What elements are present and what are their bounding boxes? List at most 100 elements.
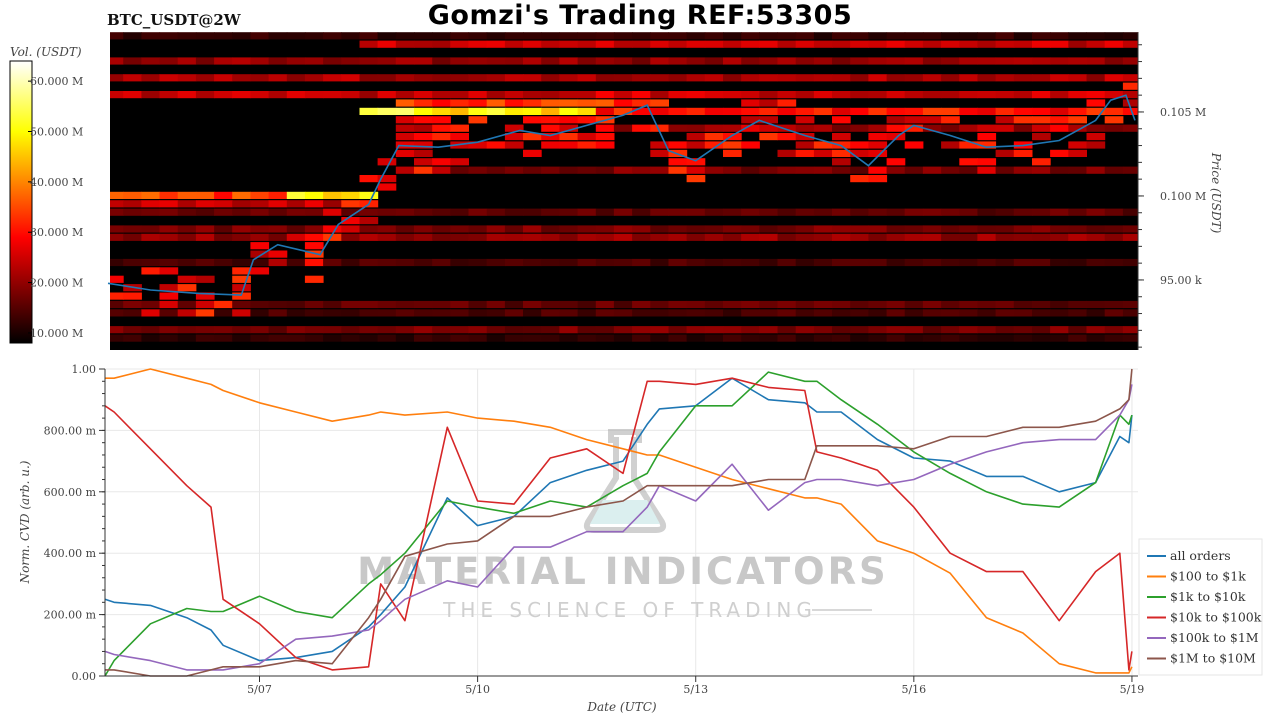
heatmap-cell <box>777 133 797 141</box>
heatmap-cell <box>686 166 706 174</box>
heatmap-cell <box>777 124 797 132</box>
heatmap-cell <box>977 166 997 174</box>
heatmap-cell <box>723 124 742 132</box>
heatmap-cell <box>1122 326 1139 334</box>
heatmap-cell <box>1050 300 1069 309</box>
heatmap-cell <box>850 91 869 99</box>
heatmap-cell <box>832 107 851 115</box>
heatmap-cell <box>195 32 215 40</box>
colorbar-label: Vol. (USDT) <box>10 45 82 59</box>
heatmap-cell <box>959 124 978 132</box>
heatmap-cell <box>414 107 433 115</box>
heatmap-cell <box>1068 141 1087 149</box>
heatmap-cell <box>941 233 960 241</box>
heatmap-cell <box>559 57 579 65</box>
heatmap-cell <box>341 32 360 40</box>
legend-entry: $1k to $10k <box>1170 589 1246 604</box>
heatmap-cell <box>395 74 415 82</box>
heatmap-cell <box>741 300 760 309</box>
heatmap-cell <box>468 300 488 309</box>
heatmap-cell <box>741 116 760 124</box>
heatmap-cell <box>613 258 633 267</box>
heatmap-cell <box>959 258 978 267</box>
heatmap-cell <box>432 91 451 99</box>
heatmap-cell <box>395 99 415 107</box>
heatmap-cell <box>486 233 506 241</box>
heatmap-cell <box>268 326 288 334</box>
heatmap-cell <box>286 57 306 65</box>
heatmap-cell <box>141 326 161 334</box>
heatmap-cell <box>304 91 324 99</box>
heatmap-cell <box>504 300 524 309</box>
heatmap-cell <box>868 124 888 132</box>
heatmap-cell <box>904 166 924 174</box>
heatmap-cell <box>759 116 778 124</box>
heatmap-cell <box>377 183 397 191</box>
heatmap-cell <box>432 116 451 124</box>
heatmap-cell <box>559 225 579 233</box>
heatmap-cell <box>1086 107 1106 115</box>
heatmap-cell <box>523 334 542 342</box>
heatmap-cell <box>813 149 833 157</box>
heatmap-cell <box>123 208 142 216</box>
heatmap-cell <box>613 40 633 48</box>
heatmap-cell <box>250 250 270 258</box>
heatmap-cell <box>686 141 706 149</box>
heatmap-cell <box>1013 57 1033 65</box>
heatmap-cell <box>1032 233 1051 241</box>
heatmap-cell <box>886 57 906 65</box>
heatmap-cell <box>977 326 997 334</box>
heatmap-cell <box>995 74 1015 82</box>
heatmap-cell <box>541 74 560 82</box>
heatmap-cell <box>886 124 906 132</box>
colorbar: Vol. (USDT) 10.000 M 20.000 M 30.000 M 40.0… <box>9 45 83 344</box>
heatmap-cell <box>486 309 506 317</box>
heatmap-cell <box>177 334 197 342</box>
heatmap-cell <box>450 258 469 267</box>
heatmap-cell <box>323 200 342 208</box>
price-tick-label: 95.00 k <box>1160 274 1202 287</box>
heatmap-cell <box>250 225 270 233</box>
heatmap-cell <box>1086 166 1106 174</box>
heatmap-cell <box>613 166 633 174</box>
heatmap-cell <box>268 225 288 233</box>
heatmap-cell <box>577 107 597 115</box>
heatmap-cell <box>432 133 451 141</box>
heatmap-cell <box>613 208 633 216</box>
heatmap-cell <box>323 225 342 233</box>
heatmap-cell <box>777 233 797 241</box>
heatmap-cell <box>723 40 742 48</box>
heatmap-cell <box>214 233 233 241</box>
heatmap-cell <box>759 124 778 132</box>
heatmap-cell <box>359 300 379 309</box>
heatmap-cell <box>159 326 179 334</box>
heatmap-cell <box>523 225 542 233</box>
heatmap-cell <box>232 300 251 309</box>
heatmap-cell <box>959 300 978 309</box>
heatmap-cell <box>377 326 397 334</box>
heatmap-cell <box>1013 91 1033 99</box>
heatmap-cell <box>286 309 306 317</box>
heatmap-cell <box>741 233 760 241</box>
heatmap-cell <box>286 225 306 233</box>
heatmap-cell <box>141 300 161 309</box>
heatmap-cell <box>941 124 960 132</box>
heatmap-cell <box>668 326 688 334</box>
heatmap-cell <box>1122 225 1139 233</box>
heatmap-cell <box>1068 40 1087 48</box>
heatmap-cell <box>214 225 233 233</box>
heatmap-cell <box>341 217 360 225</box>
heatmap-cell <box>1050 258 1069 267</box>
heatmap-cell <box>741 99 760 107</box>
heatmap-cell <box>377 334 397 342</box>
page-title: Gomzi's Trading REF:53305 <box>427 0 853 31</box>
heatmap-cell <box>959 158 978 166</box>
heatmap-cell <box>813 309 833 317</box>
heatmap-cell <box>741 107 760 115</box>
heatmap-cell <box>304 191 324 199</box>
heatmap-cell <box>1104 326 1124 334</box>
heatmap-cell <box>904 208 924 216</box>
heatmap-cell <box>832 133 851 141</box>
heatmap-cell <box>941 309 960 317</box>
heatmap-cell <box>850 166 869 174</box>
